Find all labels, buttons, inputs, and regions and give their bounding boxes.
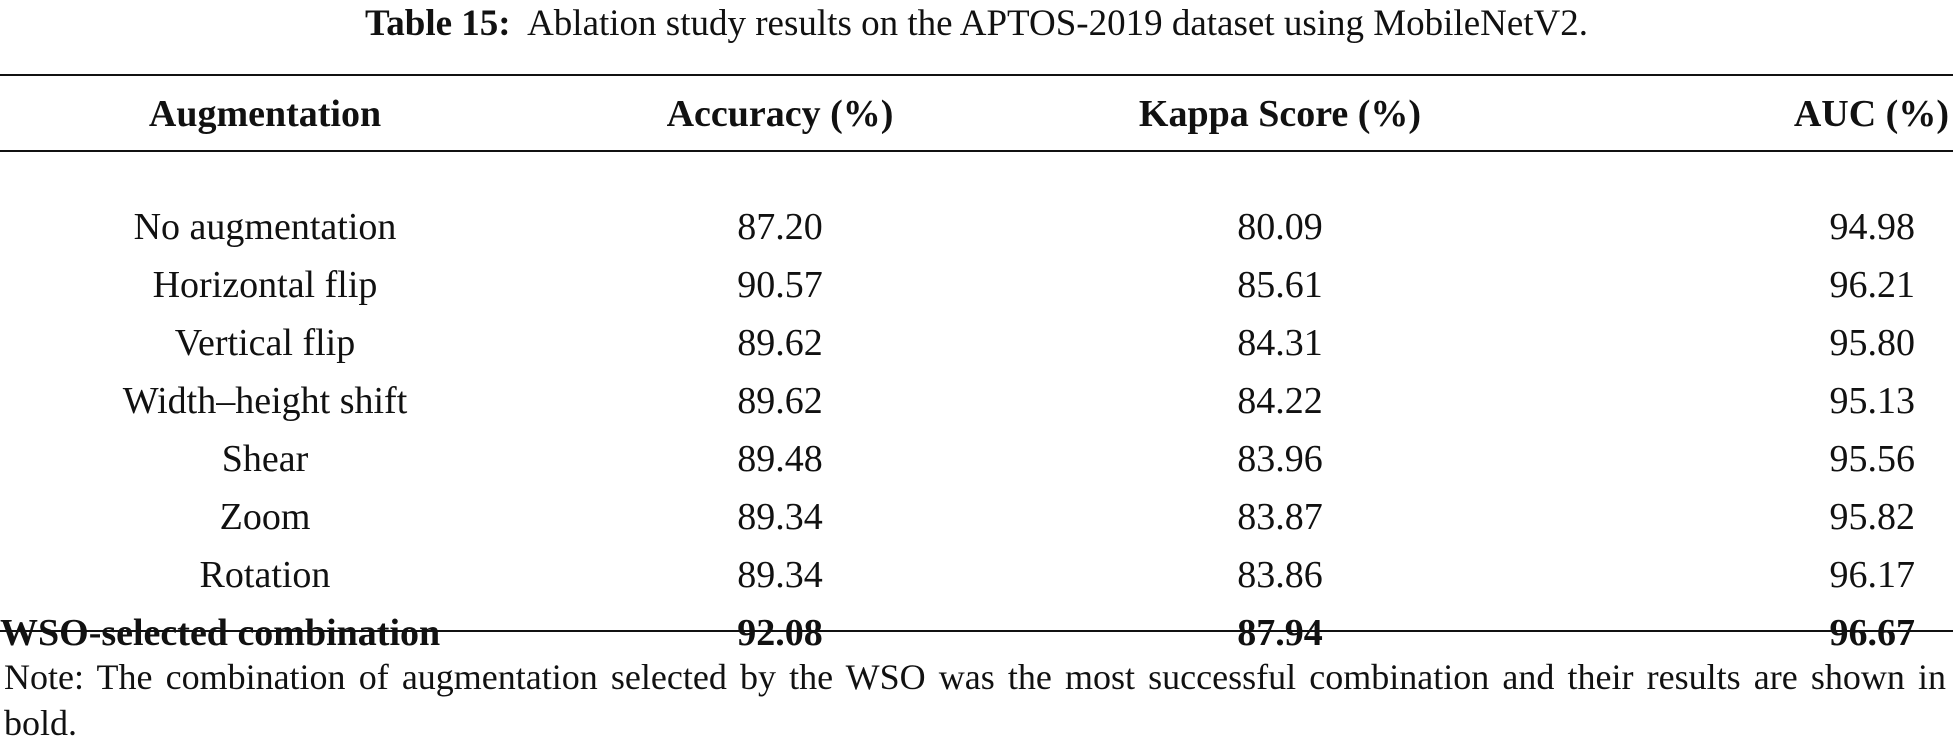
table-row: No augmentation 87.20 80.09 94.98 xyxy=(0,198,1953,256)
cell-accuracy: 87.20 xyxy=(737,206,823,248)
table-row-best: WSO-selected combination 92.08 87.94 96.… xyxy=(0,604,1953,662)
table-header-rule xyxy=(0,150,1953,152)
cell-kappa: 85.61 xyxy=(1237,264,1323,306)
cell-kappa: 80.09 xyxy=(1237,206,1323,248)
cell-augmentation: Width–height shift xyxy=(122,380,408,422)
table-caption: Table 15: Ablation study results on the … xyxy=(0,2,1953,46)
cell-auc: 95.82 xyxy=(1829,496,1916,538)
table-top-rule xyxy=(0,74,1953,76)
cell-kappa: 83.86 xyxy=(1237,554,1323,596)
header-auc: AUC (%) xyxy=(1793,93,1949,135)
cell-augmentation: Vertical flip xyxy=(174,322,356,364)
table-row: Horizontal flip 90.57 85.61 96.21 xyxy=(0,256,1953,314)
cell-auc: 95.56 xyxy=(1829,438,1916,480)
cell-auc: 95.80 xyxy=(1829,322,1916,364)
cell-augmentation: Horizontal flip xyxy=(152,264,378,306)
cell-auc: 94.98 xyxy=(1829,206,1916,248)
cell-auc: 96.17 xyxy=(1829,554,1916,596)
cell-accuracy: 90.57 xyxy=(737,264,823,306)
cell-kappa: 84.22 xyxy=(1237,380,1323,422)
cell-accuracy: 89.48 xyxy=(737,438,823,480)
table-note: Note: The combination of augmentation se… xyxy=(4,657,1946,743)
cell-augmentation: Rotation xyxy=(199,554,331,596)
ablation-results-table: Augmentation Accuracy (%) Kappa Score (%… xyxy=(0,88,1953,662)
cell-kappa: 84.31 xyxy=(1237,322,1323,364)
header-augmentation: Augmentation xyxy=(148,93,382,135)
cell-accuracy: 89.34 xyxy=(737,554,823,596)
cell-accuracy: 89.62 xyxy=(737,380,823,422)
cell-auc: 96.67 xyxy=(1829,612,1916,654)
table-caption-label: Table 15: xyxy=(364,3,511,44)
table-row: Rotation 89.34 83.86 96.17 xyxy=(0,546,1953,604)
cell-accuracy: 92.08 xyxy=(737,612,823,654)
cell-augmentation: Zoom xyxy=(219,496,311,538)
cell-augmentation: No augmentation xyxy=(133,206,397,248)
cell-kappa: 83.87 xyxy=(1237,496,1323,538)
table-spacer xyxy=(0,140,1953,198)
cell-auc: 96.21 xyxy=(1829,264,1916,306)
cell-augmentation: Shear xyxy=(221,438,309,480)
table-bottom-rule xyxy=(0,630,1953,632)
table-row: Vertical flip 89.62 84.31 95.80 xyxy=(0,314,1953,372)
table-row: Width–height shift 89.62 84.22 95.13 xyxy=(0,372,1953,430)
cell-auc: 95.13 xyxy=(1829,380,1916,422)
table-row: Zoom 89.34 83.87 95.82 xyxy=(0,488,1953,546)
table-row: Shear 89.48 83.96 95.56 xyxy=(0,430,1953,488)
header-kappa-score: Kappa Score (%) xyxy=(1138,93,1422,135)
cell-accuracy: 89.34 xyxy=(737,496,823,538)
cell-augmentation: WSO-selected combination xyxy=(0,612,441,654)
cell-accuracy: 89.62 xyxy=(737,322,823,364)
cell-kappa: 87.94 xyxy=(1237,612,1323,654)
cell-kappa: 83.96 xyxy=(1237,438,1323,480)
table-caption-text: Ablation study results on the APTOS-2019… xyxy=(527,3,1589,44)
table-header-row: Augmentation Accuracy (%) Kappa Score (%… xyxy=(0,88,1953,140)
header-accuracy: Accuracy (%) xyxy=(666,93,894,135)
